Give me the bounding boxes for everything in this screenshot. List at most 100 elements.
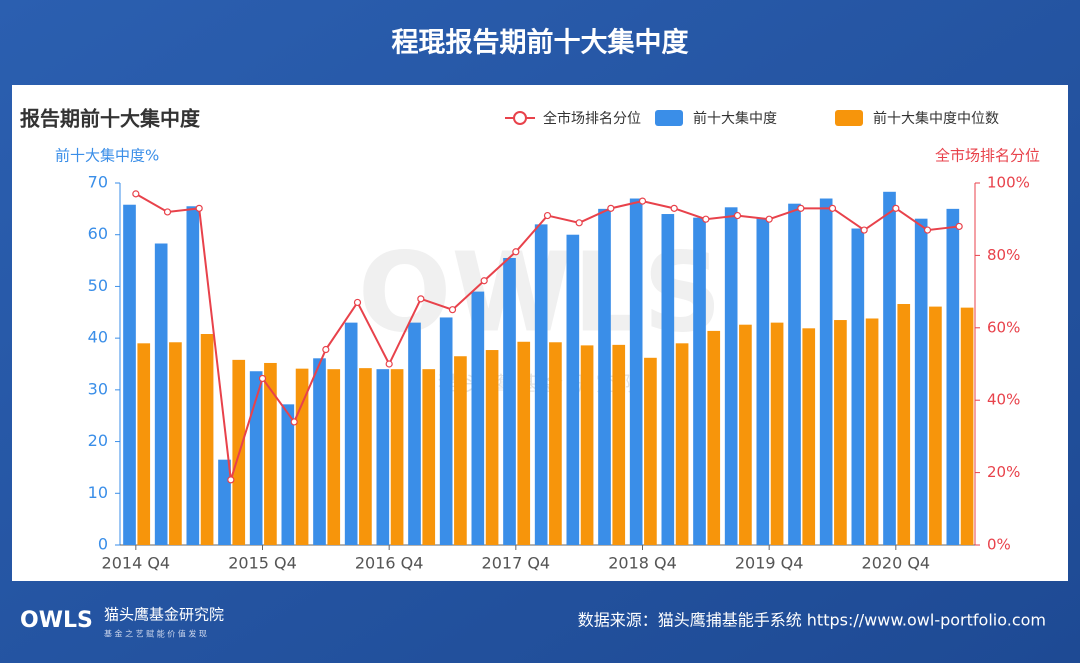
line-point	[132, 190, 140, 198]
bar	[137, 343, 151, 545]
bar	[376, 369, 390, 545]
bar	[566, 234, 580, 545]
line-point	[670, 204, 678, 212]
line-point	[512, 248, 520, 256]
legend-marker	[513, 111, 527, 125]
line-point	[417, 295, 425, 303]
bar	[249, 371, 263, 545]
bar	[517, 341, 531, 545]
line-point	[765, 215, 773, 223]
y-tick-label: 60	[88, 224, 108, 243]
line-point	[892, 204, 900, 212]
legend-label: 前十大集中度	[693, 110, 777, 127]
y-tick-label: 50	[88, 276, 108, 295]
page-title: 程琨报告期前十大集中度	[392, 27, 689, 59]
bar	[344, 322, 358, 545]
y-axis-label: 前十大集中度%	[55, 147, 159, 165]
bar	[819, 198, 833, 545]
bar	[123, 204, 136, 545]
line-point	[322, 345, 330, 354]
bar	[598, 208, 611, 545]
bar	[154, 243, 168, 545]
bar	[471, 291, 485, 545]
bar	[724, 207, 738, 545]
x-tick-label: 2017 Q4	[482, 554, 551, 573]
y2-axis-label: 全市场排名分位	[935, 147, 1040, 165]
legend-swatch	[655, 110, 683, 126]
y-tick-label: 70	[88, 173, 108, 192]
legend-label: 前十大集中度中位数	[873, 110, 999, 127]
y2-tick-label: 100%	[987, 174, 1030, 192]
bar	[264, 362, 277, 545]
y2-tick-label: 0%	[987, 536, 1011, 554]
bar	[281, 404, 295, 545]
bar	[580, 345, 594, 545]
legend-swatch	[835, 110, 863, 126]
y-tick-label: 0	[98, 535, 108, 554]
line-point	[163, 208, 172, 216]
y2-tick-label: 80%	[987, 246, 1020, 264]
x-tick-label: 2020 Q4	[862, 554, 931, 573]
line-point	[448, 306, 457, 314]
bar	[503, 257, 516, 545]
line-point	[638, 197, 647, 205]
bar	[359, 368, 372, 545]
line-point	[607, 204, 615, 212]
y-tick-label: 10	[88, 483, 108, 502]
bar	[851, 228, 865, 545]
line-point	[575, 219, 583, 227]
bar	[169, 342, 182, 545]
line-point	[480, 277, 488, 285]
bar	[218, 459, 231, 545]
bar	[865, 318, 879, 545]
line-point	[955, 222, 963, 231]
line-point	[733, 211, 742, 220]
bar	[802, 328, 816, 545]
y-tick-label: 30	[88, 379, 108, 398]
bar	[200, 334, 214, 545]
bar	[661, 214, 675, 545]
y2-tick-label: 20%	[987, 463, 1020, 481]
x-tick-label: 2016 Q4	[355, 554, 424, 573]
bar	[675, 343, 689, 545]
line-point	[195, 204, 203, 212]
bar	[549, 342, 562, 545]
legend-label: 全市场排名分位	[543, 110, 641, 127]
x-tick-label: 2015 Q4	[228, 554, 297, 573]
bar	[788, 203, 801, 545]
y2-tick-label: 60%	[987, 318, 1020, 336]
bar	[914, 218, 928, 545]
bar	[313, 358, 326, 545]
bar	[327, 369, 341, 545]
line-point	[923, 226, 932, 234]
line-point	[797, 204, 805, 212]
bar	[439, 317, 453, 545]
bar	[739, 324, 752, 545]
line-point	[828, 204, 837, 212]
bar	[883, 191, 896, 545]
bar	[960, 307, 974, 545]
bar	[644, 357, 657, 545]
bar	[929, 306, 942, 545]
bar	[707, 330, 721, 545]
line-point	[860, 226, 868, 234]
bar	[897, 304, 911, 545]
x-tick-label: 2018 Q4	[608, 554, 677, 573]
bar	[946, 208, 960, 545]
y2-tick-label: 40%	[987, 391, 1020, 409]
bar	[629, 198, 643, 545]
line-point	[702, 215, 710, 223]
line-point	[258, 374, 267, 383]
bar	[756, 218, 770, 545]
line-point	[543, 211, 552, 220]
bar	[390, 369, 404, 545]
bar	[770, 322, 784, 545]
bar	[693, 217, 706, 546]
x-tick-label: 2014 Q4	[102, 554, 171, 573]
bar	[408, 322, 421, 545]
footer-logo: OWLS	[20, 608, 93, 633]
line-point	[290, 418, 298, 426]
bar	[485, 350, 499, 545]
line-point	[227, 476, 235, 484]
